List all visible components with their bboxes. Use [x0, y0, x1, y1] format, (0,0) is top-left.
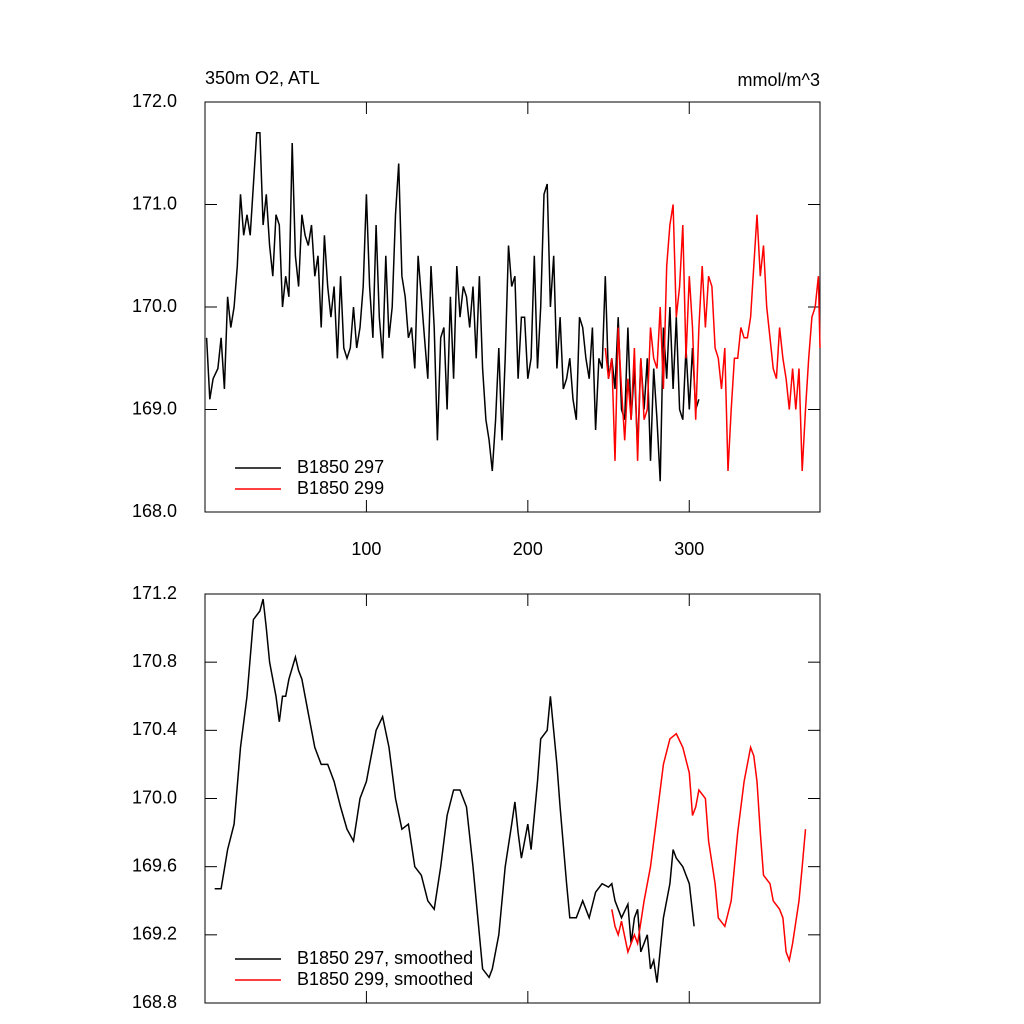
y-tick-label: 170.8 — [132, 651, 177, 671]
y-tick-label: 169.6 — [132, 855, 177, 875]
legend-label: B1850 299, smoothed — [297, 969, 473, 989]
x-tick-label: 300 — [674, 539, 704, 559]
y-tick-label: 170.0 — [132, 787, 177, 807]
x-tick-label: 200 — [513, 539, 543, 559]
y-tick-label: 168.0 — [132, 501, 177, 521]
data-line — [611, 732, 807, 964]
y-tick-label: 170.4 — [132, 719, 177, 739]
legend-label: B1850 299 — [297, 478, 384, 498]
y-tick-label: 169.2 — [132, 924, 177, 944]
data-line — [604, 204, 821, 472]
legend-label: B1850 297 — [297, 457, 384, 477]
units-label: mmol/m^3 — [738, 70, 820, 90]
y-tick-label: 171.0 — [132, 193, 177, 213]
data-line — [214, 598, 695, 983]
y-tick-label: 172.0 — [132, 91, 177, 111]
y-tick-label: 169.0 — [132, 398, 177, 418]
y-tick-label: 168.8 — [132, 992, 177, 1012]
legend-label: B1850 297, smoothed — [297, 948, 473, 968]
y-tick-label: 171.2 — [132, 583, 177, 603]
chart-title: 350m O2, ATL — [205, 68, 320, 88]
x-tick-label: 100 — [351, 539, 381, 559]
y-tick-label: 170.0 — [132, 296, 177, 316]
plot-frame — [204, 593, 821, 1004]
